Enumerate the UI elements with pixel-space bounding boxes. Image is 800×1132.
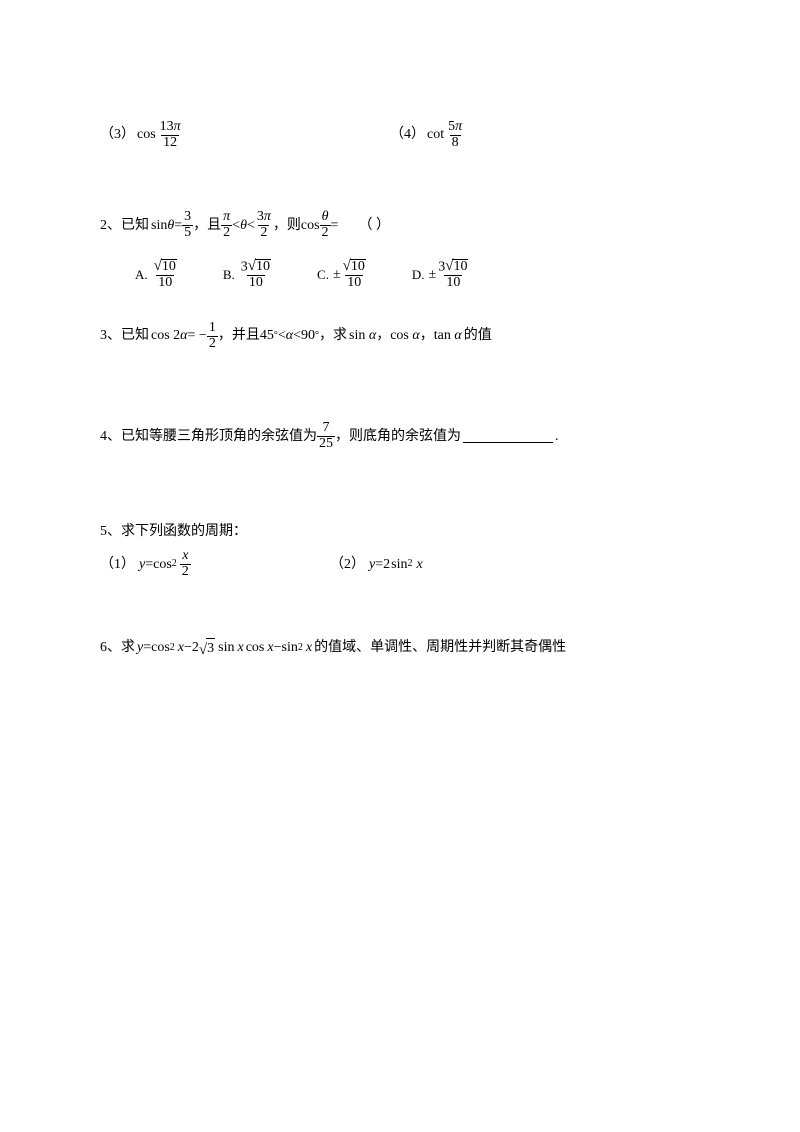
option-c[interactable]: C. ± 10 10 xyxy=(317,259,368,291)
mc-blank: （ ） xyxy=(358,216,390,236)
answer-blank[interactable] xyxy=(463,429,553,443)
problem-3: 3、 已知 cos 2 α = − 1 2 ，并且 45° < α < 90° … xyxy=(100,321,700,351)
label: 2、 xyxy=(100,216,121,236)
fraction: 13π 12 xyxy=(158,120,183,150)
sub-label: （2） xyxy=(330,555,365,575)
problem-4: 4、 已知等腰三角形顶角的余弦值为 7 25 ，则底角的余弦值为 . xyxy=(100,421,700,451)
option-b[interactable]: B. 310 10 xyxy=(223,259,273,291)
problem-6: 6、 求 y = cos2 x − 2 3 sin x cos x − sin2… xyxy=(100,638,700,659)
fraction: 5π 8 xyxy=(446,120,464,150)
item-label: （4） xyxy=(390,125,425,145)
problem-2: 2、 已知 sin θ = 3 5 ，且 π 2 < θ < 3π 2 ，则 c… xyxy=(100,210,700,290)
text: 已知 xyxy=(121,216,149,236)
problem-5: 5、 求下列函数的周期： （1） y = cos 2 x 2 （2） y = 2 xyxy=(100,522,700,580)
sub-label: （1） xyxy=(100,555,135,575)
fn-cot: cot xyxy=(427,125,444,145)
item-label: （3） xyxy=(100,125,135,145)
option-d[interactable]: D. ± 310 10 xyxy=(412,259,471,291)
fn-cos: cos xyxy=(137,125,156,145)
option-a[interactable]: A. 10 10 xyxy=(135,259,179,291)
